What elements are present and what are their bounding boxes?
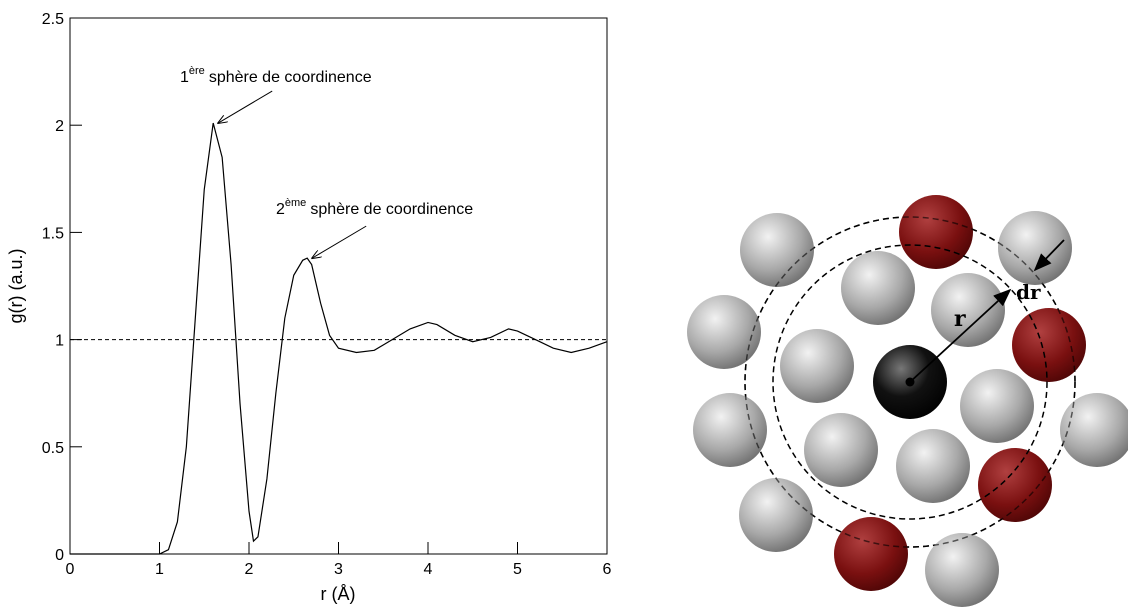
- shell-label: dr: [1016, 280, 1041, 304]
- shell-arrow: [1033, 239, 1065, 272]
- annotation: 1ère sphère de coordinence: [180, 65, 372, 86]
- x-tick-label: 5: [513, 561, 522, 578]
- sphere: [780, 329, 854, 403]
- sphere: [896, 429, 970, 503]
- sphere: [960, 369, 1034, 443]
- x-tick-label: 0: [66, 561, 75, 578]
- x-tick-label: 4: [424, 561, 433, 578]
- annotation-text: sphère de coordinence: [310, 201, 473, 218]
- sphere: [925, 533, 999, 607]
- x-tick-label: 2: [245, 561, 254, 578]
- annotation-text: sphère de coordinence: [209, 69, 372, 86]
- annotation-arrow: [218, 90, 273, 123]
- x-tick-label: 6: [603, 561, 612, 578]
- sphere: [978, 448, 1052, 522]
- data-line: [70, 122, 608, 555]
- shell-inner: [772, 244, 1048, 520]
- annotation-sup: ème: [285, 197, 306, 209]
- sphere: [841, 251, 915, 325]
- sphere: [739, 478, 813, 552]
- annotation-base: 1: [180, 69, 189, 86]
- radius-arrow: [909, 288, 1012, 383]
- sphere: [804, 413, 878, 487]
- plot-frame: [69, 17, 608, 555]
- sphere-diagram: r dr: [687, 195, 1128, 607]
- sphere: [1060, 393, 1128, 467]
- sphere: [693, 393, 767, 467]
- sphere: [740, 213, 814, 287]
- x-tick-label: 3: [334, 561, 343, 578]
- x-axis-label: r (Å): [321, 584, 356, 604]
- sphere: [899, 195, 973, 269]
- y-tick-label: 1.5: [42, 225, 64, 242]
- sphere: [931, 273, 1005, 347]
- y-tick-label: 2: [55, 118, 64, 135]
- radius-label: r: [954, 306, 966, 332]
- y-tick-label: 1: [55, 333, 64, 350]
- sphere: [1012, 308, 1086, 382]
- y-tick-label: 0: [55, 547, 64, 564]
- x-tick-label: 1: [155, 561, 164, 578]
- sphere: [687, 295, 761, 369]
- annotation: 2ème sphère de coordinence: [276, 197, 473, 218]
- annotation-arrow: [312, 225, 367, 258]
- sphere: [834, 517, 908, 591]
- annotation-base: 2: [276, 201, 285, 218]
- sphere: [998, 211, 1072, 285]
- y-tick-label: 2.5: [42, 11, 64, 28]
- annotation-sup: ère: [189, 65, 205, 77]
- shell-outer-overlay: [744, 216, 1076, 548]
- y-tick-label: 0.5: [42, 440, 64, 457]
- y-axis-label: g(r) (a.u.): [6, 248, 26, 323]
